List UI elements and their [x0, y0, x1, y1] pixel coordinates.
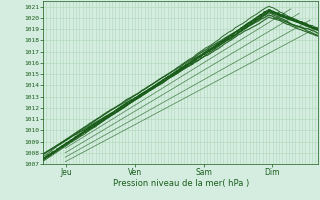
- X-axis label: Pression niveau de la mer( hPa ): Pression niveau de la mer( hPa ): [113, 179, 249, 188]
